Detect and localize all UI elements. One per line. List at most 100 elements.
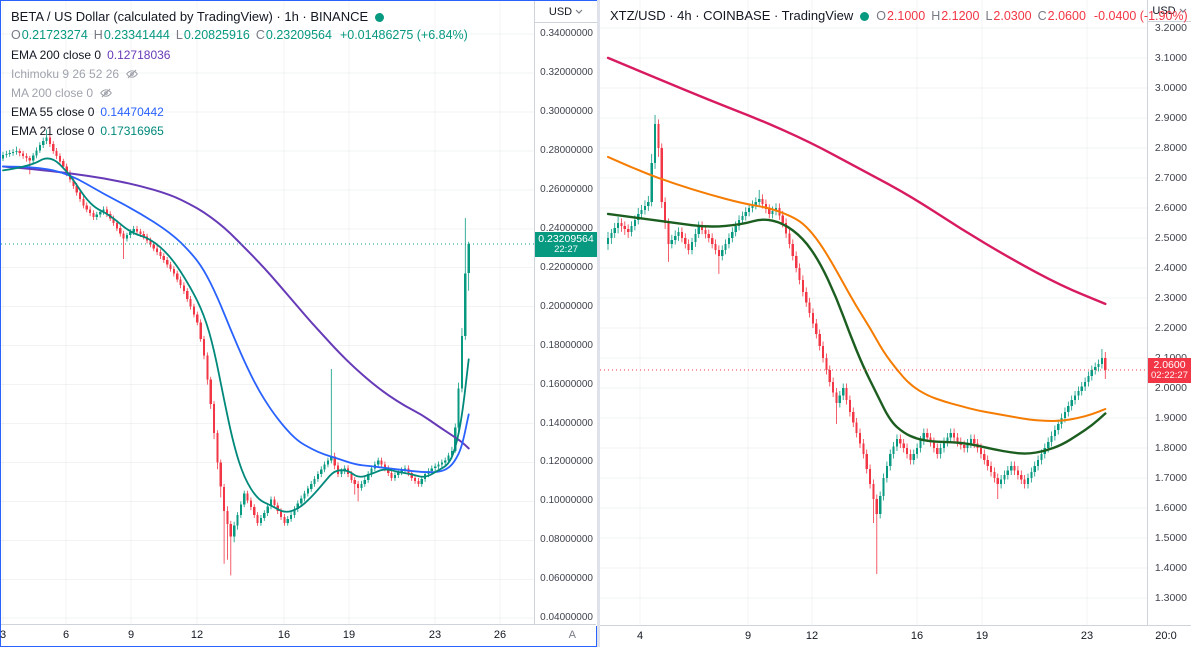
beta-legend: BETA / US Dollar (calculated by TradingV… [11, 8, 468, 140]
study-label: EMA 21 close 0 [11, 123, 95, 138]
price-tick-label: 0.22000000 [540, 261, 593, 273]
chevron-down-icon [1179, 8, 1187, 13]
time-tick-label: 26 [493, 629, 507, 641]
price-tick-label: 2.7000 [1154, 171, 1187, 184]
ohlc-values: O 0.21723274 H 0.23341444 L 0.20825916 C 0.2320… [11, 26, 468, 44]
time-tick-label: 6 [62, 629, 70, 641]
last-price-value: 0.23209564 [538, 233, 594, 246]
price-tick-label: 2.4000 [1154, 261, 1187, 274]
studies-legend: EMA 200 close 0 0.12718036 Ichimoku 9 26 5… [11, 45, 468, 140]
price-tick-label: 0.34000000 [540, 28, 593, 40]
time-tick-label: 9 [744, 630, 752, 642]
price-tick-label: 2.2000 [1154, 321, 1187, 334]
price-tick-label: 0.20000000 [540, 300, 593, 312]
legend-study-row[interactable]: MA 200 close 0 [11, 83, 468, 102]
beta-price-axis[interactable]: USD 0.23209564 22:27 0.04000000 0.0600000… [534, 1, 597, 626]
price-tick-label: 0.16000000 [540, 378, 593, 390]
price-tick-label: 2.9000 [1154, 111, 1187, 124]
price-tick-label: 1.4000 [1154, 561, 1187, 574]
price-change: +0.01486275 (+6.84%) [339, 28, 468, 42]
price-tick-label: 0.12000000 [540, 456, 593, 468]
price-tick-label: 2.6000 [1154, 201, 1187, 214]
currency-selector[interactable]: USD [535, 1, 597, 23]
price-tick-label: 0.08000000 [540, 534, 593, 546]
market-status-icon[interactable] [860, 11, 870, 21]
chevron-down-icon [575, 9, 583, 14]
xtz-chart-plot[interactable] [600, 0, 1147, 625]
currency-label: USD [548, 5, 573, 18]
legend-study-row[interactable]: EMA 200 close 0 0.12718036 [11, 45, 468, 64]
auto-scale-button[interactable]: A [568, 629, 576, 641]
last-price-badge: 0.23209564 22:27 [535, 232, 597, 258]
ohlc-pair: L 0.20825916 [175, 28, 250, 42]
price-tick-label: 3.2000 [1154, 21, 1187, 34]
eye-slash-icon[interactable] [99, 86, 113, 100]
ohlc-pair: L 2.0300 [985, 9, 1032, 23]
time-tick-label: 23 [428, 629, 442, 641]
price-tick-label: 0.14000000 [540, 417, 593, 429]
time-tick-label: 4 [636, 630, 644, 642]
bar-countdown: 02:22:27 [1151, 369, 1188, 381]
legend-study-row[interactable]: EMA 21 close 0 0.17316965 [11, 121, 468, 140]
study-value: 0.17316965 [100, 123, 164, 138]
time-tick-label: 19 [342, 629, 356, 641]
price-tick-label: 0.32000000 [540, 67, 593, 79]
market-status-icon[interactable] [375, 12, 385, 22]
price-tick-label: 2.0000 [1154, 381, 1187, 394]
price-tick-label: 2.3000 [1154, 291, 1187, 304]
legend-study-row[interactable]: EMA 55 close 0 0.14470442 [11, 102, 468, 121]
price-tick-label: 1.5000 [1154, 531, 1187, 544]
symbol-title-row[interactable]: BETA / US Dollar (calculated by TradingV… [11, 8, 468, 26]
time-tick-label: 12 [190, 629, 204, 641]
beta-chart-plot[interactable] [1, 1, 534, 626]
eye-slash-icon[interactable] [125, 67, 139, 81]
study-value: 0.12718036 [107, 47, 171, 62]
price-tick-label: 1.3000 [1154, 591, 1187, 604]
ohlc-pair: C 2.0600 [1037, 9, 1086, 23]
symbol-title[interactable]: XTZ/USD · 4h · COINBASE · TradingView [610, 8, 854, 23]
price-tick-label: 0.24000000 [540, 222, 593, 234]
ohlc-pair: H 0.23341444 [93, 28, 170, 42]
price-tick-label: 3.1000 [1154, 51, 1187, 64]
last-price-value: 2.0600 [1153, 358, 1186, 371]
time-tick-label: 9 [127, 629, 135, 641]
time-tick-label: 12 [805, 630, 819, 642]
xtz-time-axis[interactable]: 4 9 12 16 19 23 20:0 [600, 625, 1191, 647]
price-tick-label: 0.26000000 [540, 183, 593, 195]
time-tick-label: 23 [1080, 630, 1094, 642]
currency-selector[interactable]: USD [1148, 0, 1191, 22]
time-tick-label: 3 [0, 629, 7, 641]
beta-time-axis[interactable]: A 3 6 9 12 16 19 23 26 [0, 624, 596, 646]
price-tick-label: 1.8000 [1154, 441, 1187, 454]
study-label: EMA 55 close 0 [11, 104, 95, 119]
time-tick-label: 16 [910, 630, 924, 642]
ohlc-pair: O 0.21723274 [11, 28, 88, 42]
price-tick-label: 0.06000000 [540, 573, 593, 585]
price-tick-label: 2.8000 [1154, 141, 1187, 154]
price-tick-label: 2.5000 [1154, 231, 1187, 244]
ohlc-values: O 2.1000 H 2.1200 L 2.0300 C 2.0600 -0.0400 (-1.… [876, 7, 1188, 25]
chart-pane-beta-usd: BETA / US Dollar (calculated by TradingV… [0, 0, 597, 647]
currency-label: USD [1152, 4, 1176, 17]
time-tick-label: 19 [975, 630, 989, 642]
price-tick-label: 1.9000 [1154, 411, 1187, 424]
last-price-badge: 2.0600 02:22:27 [1148, 357, 1191, 383]
price-tick-label: 0.18000000 [540, 339, 593, 351]
ohlc-pair: H 2.1200 [931, 9, 980, 23]
time-tick-label: 16 [277, 629, 291, 641]
xtz-price-axis[interactable]: USD 2.0600 02:22:27 1.3000 1.4000 1.5000 1.… [1147, 0, 1191, 625]
time-tick-label: 20:0 [1155, 630, 1177, 642]
price-tick-label: 0.04000000 [540, 612, 593, 624]
ohlc-pair: O 2.1000 [876, 9, 926, 23]
symbol-title[interactable]: BETA / US Dollar (calculated by TradingV… [11, 9, 369, 24]
price-tick-label: 0.10000000 [540, 495, 593, 507]
legend-study-row[interactable]: Ichimoku 9 26 52 26 [11, 64, 468, 83]
study-value: 0.14470442 [100, 104, 164, 119]
ohlc-pair: C 0.23209564 [255, 28, 332, 42]
bar-countdown: 22:27 [554, 244, 578, 256]
study-label: EMA 200 close 0 [11, 47, 102, 62]
study-label: Ichimoku 9 26 52 26 [11, 66, 120, 81]
